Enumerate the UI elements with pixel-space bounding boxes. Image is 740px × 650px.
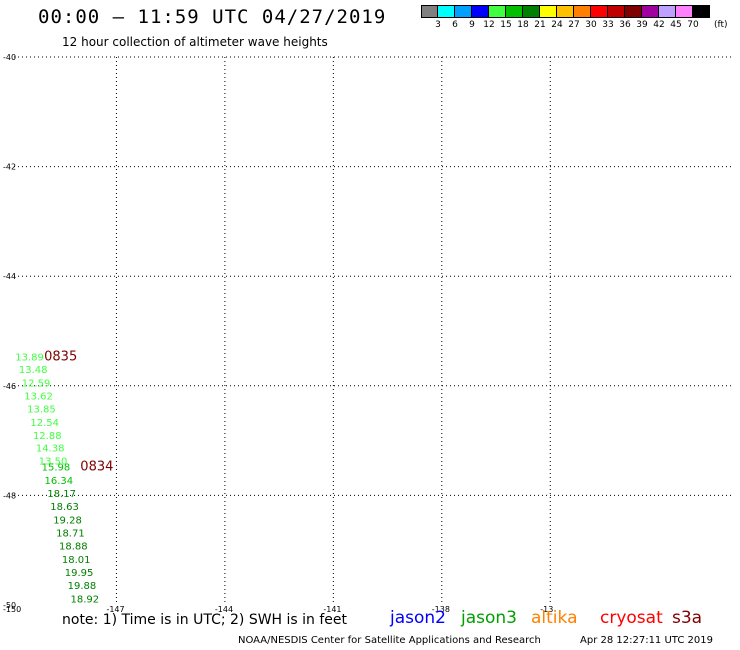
legend-label: 39 (636, 20, 648, 30)
legend-swatch (557, 5, 574, 18)
legend-label: 12 (483, 20, 495, 30)
wave-height-reading: 18.01 (62, 555, 91, 566)
legend-unit: (ft) (714, 20, 728, 30)
legend-label: 3 (435, 20, 441, 30)
wave-height-reading: 18.63 (50, 502, 79, 513)
legend-swatch (608, 5, 625, 18)
legend-swatch (455, 5, 472, 18)
generated-timestamp: Apr 28 12:27:11 UTC 2019 (580, 635, 713, 646)
legend-label: 27 (568, 20, 580, 30)
legend-label: 30 (585, 20, 597, 30)
legend-label: 6 (452, 20, 458, 30)
satellite-legend-jason2: jason2 (390, 608, 446, 628)
latitude-tick-label: -40 (3, 53, 16, 62)
latitude-tick-label: -46 (3, 382, 16, 391)
legend-swatch (642, 5, 659, 18)
legend-swatch (438, 5, 455, 18)
legend-label: 9 (469, 20, 475, 30)
wave-height-reading: 13.85 (27, 405, 56, 416)
legend-label: 21 (534, 20, 546, 30)
satellite-legend-cryosat: cryosat (600, 608, 663, 628)
wave-height-reading: 19.95 (65, 568, 94, 579)
legend-swatch (506, 5, 523, 18)
wave-height-reading: 16.34 (45, 476, 74, 487)
legend-swatch (523, 5, 540, 18)
legend-swatch (591, 5, 608, 18)
longitude-tick-label: -13 (540, 605, 553, 614)
wave-height-reading: 15.98 (42, 463, 71, 474)
legend-swatch (574, 5, 591, 18)
satellite-legend-altika: altika (531, 608, 578, 628)
legend-swatch (625, 5, 642, 18)
wave-height-reading: 13.62 (24, 392, 53, 403)
legend-label: 42 (653, 20, 665, 30)
wave-height-reading: 12.54 (30, 418, 59, 429)
legend-label: 70 (687, 20, 699, 30)
wave-height-reading: 13.50 (39, 457, 68, 468)
legend-label: 24 (551, 20, 563, 30)
satellite-legend-s3a: s3a (672, 608, 703, 628)
legend-swatch (676, 5, 693, 18)
longitude-tick-label: -147 (106, 605, 124, 614)
wave-height-reading: 19.88 (68, 581, 97, 592)
credit-text: NOAA/NESDIS Center for Satellite Applica… (238, 635, 541, 646)
legend-swatch (693, 5, 710, 18)
wave-height-reading: 13.89 (15, 353, 44, 364)
map-title: 00:00 — 11:59 UTC 04/27/2019 (38, 6, 387, 28)
latitude-tick-label: -50 (3, 601, 16, 610)
longitude-tick-label: -150 (3, 605, 21, 614)
wave-height-legend: (ft) 3 6 9 12 15 18 21 24 27 30 33 36 39 42 45 70 (421, 5, 728, 30)
wave-height-reading: 18.88 (59, 542, 88, 553)
legend-swatch (421, 5, 438, 18)
longitude-tick-label: -138 (432, 605, 450, 614)
latitude-tick-label: -44 (3, 272, 16, 281)
wave-height-reading: 12.88 (33, 431, 62, 442)
legend-label: 18 (517, 20, 529, 30)
map-subtitle: 12 hour collection of altimeter wave hei… (62, 35, 328, 49)
pass-time-label: 0835 (44, 350, 77, 365)
legend-label: 45 (670, 20, 682, 30)
longitude-tick-label: -141 (323, 605, 341, 614)
latitude-tick-label: -48 (3, 491, 16, 500)
legend-swatches (421, 5, 710, 18)
wave-height-reading: 13.48 (19, 365, 48, 376)
legend-swatch (489, 5, 506, 18)
wave-height-reading: 14.38 (36, 444, 65, 455)
footer-note: note: 1) Time is in UTC; 2) SWH is in fe… (62, 612, 348, 628)
wave-height-reading: 19.28 (53, 515, 82, 526)
pass-time-label: 0834 (80, 460, 113, 475)
legend-label: 36 (619, 20, 631, 30)
latitude-tick-label: -42 (3, 163, 16, 172)
wave-height-reading: 12.59 (22, 378, 51, 389)
satellite-legend-jason3: jason3 (461, 608, 517, 628)
legend-swatch (472, 5, 489, 18)
longitude-tick-label: -144 (215, 605, 233, 614)
wave-height-reading: 18.92 (71, 594, 100, 605)
legend-labels: (ft) 3 6 9 12 15 18 21 24 27 30 33 36 39 42 45 70 (421, 18, 727, 30)
wave-height-reading: 18.17 (47, 489, 76, 500)
legend-label: 15 (500, 20, 512, 30)
wave-height-reading: 18.71 (56, 529, 85, 540)
legend-swatch (659, 5, 676, 18)
legend-swatch (540, 5, 557, 18)
legend-label: 33 (602, 20, 614, 30)
